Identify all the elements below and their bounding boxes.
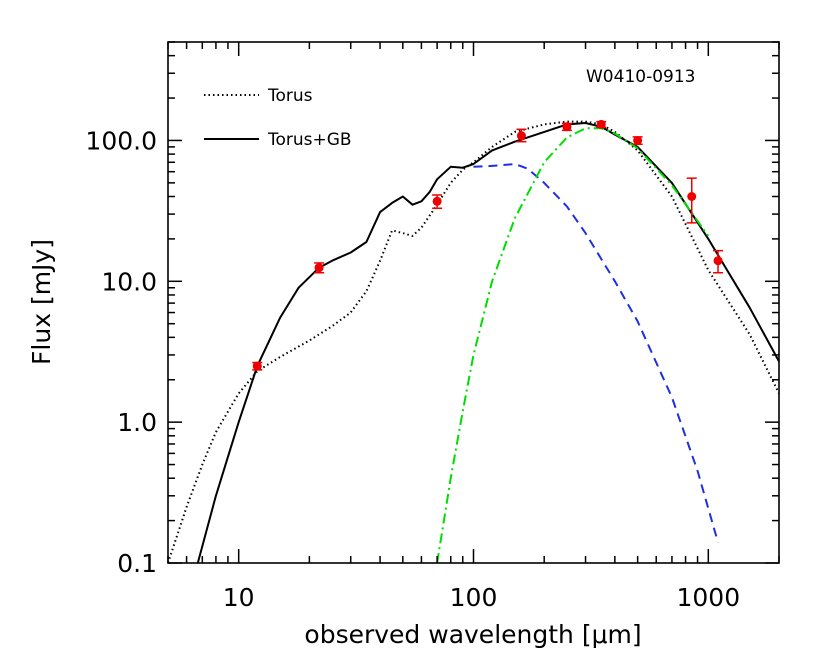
data-point — [252, 361, 262, 371]
y-axis-label: Flux [mJy] — [27, 239, 56, 365]
axis-ticks-layer: 10 100 1000 0.1 1.0 10.0 100.0 — [85, 41, 780, 612]
source-id-annotation: W0410-0913 — [586, 67, 695, 87]
data-point — [687, 191, 697, 201]
legend-label-torus: Torus — [267, 86, 313, 106]
x-axis-label: observed wavelength [μm] — [304, 620, 641, 649]
data-point — [713, 256, 723, 266]
data-points-layer — [252, 119, 724, 371]
x-tick-label: 1000 — [677, 583, 741, 612]
data-point — [432, 196, 442, 206]
y-tick-label: 1.0 — [117, 408, 157, 437]
data-point — [633, 135, 643, 145]
y-tick-label: 0.1 — [117, 549, 157, 578]
y-tick-label: 10.0 — [101, 267, 157, 296]
curves-layer — [168, 120, 779, 563]
data-point — [516, 131, 526, 141]
x-tick-label: 100 — [450, 583, 498, 612]
legend: Torus Torus+GB — [204, 86, 352, 150]
x-tick-label: 10 — [223, 583, 255, 612]
y-tick-label: 100.0 — [85, 126, 157, 155]
data-point — [562, 122, 572, 132]
plot-frame — [167, 41, 780, 564]
series-curve-dashed-2 — [473, 163, 719, 543]
data-point — [314, 263, 324, 273]
data-point — [596, 119, 606, 129]
series-curve-torus — [168, 120, 779, 563]
series-curve-torus-gb — [196, 122, 779, 563]
legend-label-torus-gb: Torus+GB — [267, 130, 352, 150]
series-curve-dashdot-3 — [436, 127, 710, 563]
